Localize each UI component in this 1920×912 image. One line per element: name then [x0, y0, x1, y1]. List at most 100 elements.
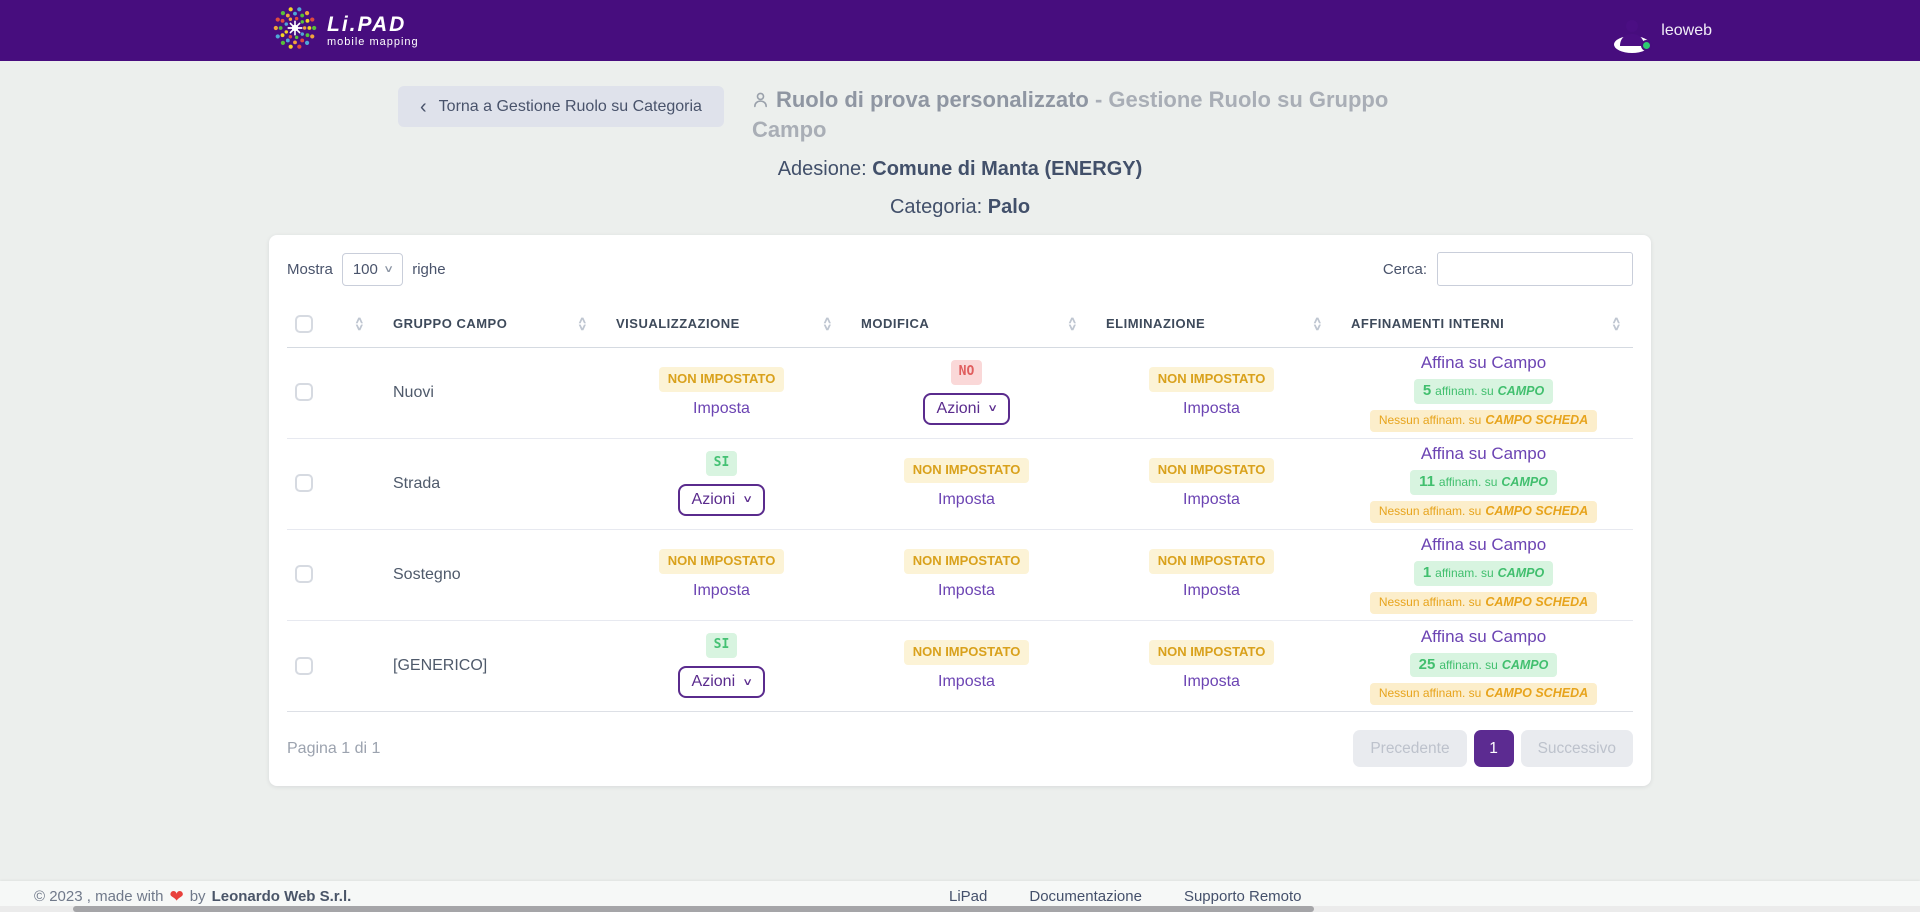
imposta-link[interactable]: Imposta: [938, 673, 995, 691]
affina-link[interactable]: Affina su Campo: [1420, 535, 1547, 555]
table-row: Nuovi NON IMPOSTATO Imposta NO Azioni ∨ …: [287, 347, 1633, 438]
top-navbar: Li.PAD mobile mapping leoweb: [0, 0, 1920, 61]
sort-control[interactable]: ∧ ∨: [577, 314, 588, 331]
table-row: Sostegno NON IMPOSTATO Imposta NON IMPOS…: [287, 528, 1633, 620]
scrollbar-thumb[interactable]: [73, 906, 1314, 912]
campo-count-badge: 1 affinam. su CAMPO: [1413, 561, 1554, 586]
imposta-link[interactable]: Imposta: [938, 581, 995, 599]
row-checkbox[interactable]: [295, 565, 313, 584]
permissions-card: Mostra 100 ∨ righe Cerca:: [269, 235, 1651, 786]
page-size-value: 100: [352, 260, 378, 278]
footer-link-documentazione[interactable]: Documentazione: [1029, 888, 1142, 905]
chevron-down-icon: ∨: [987, 403, 999, 415]
sort-control[interactable]: ∧ ∨: [1068, 315, 1078, 331]
previous-button[interactable]: Precedente: [1353, 730, 1467, 767]
search-control: Cerca:: [1383, 252, 1633, 286]
sort-asc-icon: ∧: [822, 314, 833, 325]
sort-control[interactable]: ∧ ∨: [822, 314, 833, 331]
pagination: Pagina 1 di 1 Precedente 1 Successivo: [287, 711, 1633, 786]
search-input[interactable]: [1437, 252, 1633, 286]
status-badge: NON IMPOSTATO: [658, 549, 785, 574]
column-header-visualizzazione: Visualizzazione ∧ ∨: [599, 301, 844, 348]
status-badge: NON IMPOSTATO: [1148, 458, 1275, 483]
group-name: [GENERICO]: [387, 619, 599, 711]
group-name: Strada: [387, 437, 599, 529]
sort-control[interactable]: ∧ ∨: [354, 314, 365, 332]
sort-control[interactable]: ∧ ∨: [1612, 315, 1622, 331]
imposta-link[interactable]: Imposta: [693, 581, 750, 599]
status-badge: NON IMPOSTATO: [1148, 549, 1275, 574]
footer-link-supporto-remoto[interactable]: Supporto Remoto: [1183, 888, 1302, 905]
row-checkbox[interactable]: [295, 656, 313, 675]
campo-count-badge: 5 affinam. su CAMPO: [1413, 379, 1554, 404]
top-navbar-inner: Li.PAD mobile mapping leoweb: [0, 5, 1920, 56]
scheda-badge: Nessun affinam. su CAMPO SCHEDA: [1369, 591, 1598, 614]
copyright-suffix: by: [189, 888, 206, 905]
page-size-select[interactable]: 100 ∨: [341, 252, 404, 286]
row-checkbox[interactable]: [295, 383, 313, 402]
sort-asc-icon: ∧: [354, 314, 365, 325]
affina-link[interactable]: Affina su Campo: [1420, 353, 1547, 373]
affina-link[interactable]: Affina su Campo: [1420, 626, 1547, 646]
footer-link-lipad[interactable]: LiPad: [949, 888, 988, 905]
page-title: Ruolo di prova personalizzato - Gestione…: [752, 86, 1432, 144]
page-status: Pagina 1 di 1: [287, 739, 381, 757]
page-size-control: Mostra 100 ∨ righe: [287, 252, 446, 286]
status-badge: NO: [950, 360, 983, 385]
company-name: Leonardo Web S.r.l.: [211, 888, 352, 905]
heart-icon: ❤: [169, 887, 184, 906]
imposta-link[interactable]: Imposta: [1183, 399, 1240, 417]
campo-count-badge: 11 affinam. su CAMPO: [1410, 470, 1557, 495]
imposta-link[interactable]: Imposta: [938, 490, 995, 508]
person-icon: [752, 88, 769, 116]
azioni-button[interactable]: Azioni ∨: [922, 392, 1011, 425]
categoria-label: Categoria:: [889, 196, 983, 218]
column-header-affinamenti-interni: Affinamenti Interni ∧ ∨: [1334, 301, 1633, 348]
back-button-label: Torna a Gestione Ruolo su Categoria: [438, 97, 702, 115]
status-badge: NON IMPOSTATO: [1148, 640, 1275, 666]
footer-links: LiPad Documentazione Supporto Remoto: [949, 888, 1302, 905]
sort-desc-icon: ∨: [354, 321, 365, 332]
column-header-gruppo-campo: Gruppo Campo ∧ ∨: [387, 301, 599, 348]
imposta-link[interactable]: Imposta: [1183, 581, 1240, 599]
adesione-label: Adesione:: [777, 158, 867, 180]
imposta-link[interactable]: Imposta: [1183, 673, 1240, 691]
logo-text: Li.PAD mobile mapping: [327, 14, 419, 48]
user-menu[interactable]: leoweb: [1614, 13, 1712, 53]
chevron-left-icon: ‹: [420, 95, 427, 118]
horizontal-scrollbar[interactable]: [0, 906, 1920, 912]
search-label: Cerca:: [1382, 260, 1427, 278]
scheda-badge: Nessun affinam. su CAMPO SCHEDA: [1369, 683, 1598, 705]
row-checkbox[interactable]: [295, 474, 313, 493]
column-header-eliminazione: Eliminazione ∧ ∨: [1089, 301, 1334, 348]
chevron-down-icon: ∨: [742, 676, 754, 688]
group-name: Nuovi: [393, 383, 434, 401]
sort-asc-icon: ∧: [577, 314, 588, 325]
chevron-down-icon: ∨: [383, 263, 395, 275]
select-all-checkbox[interactable]: [295, 314, 313, 333]
adesione-line: Adesione: Comune di Manta (ENERGY): [269, 158, 1651, 181]
table-row: Strada SI Azioni ∨ NON IMPOSTATO Imposta…: [287, 437, 1633, 529]
column-header-modifica: Modifica ∧ ∨: [844, 301, 1089, 348]
azioni-button[interactable]: Azioni ∨: [677, 666, 766, 699]
sort-desc-icon: ∨: [1312, 321, 1323, 332]
imposta-link[interactable]: Imposta: [1183, 490, 1240, 508]
azioni-button[interactable]: Azioni ∨: [677, 483, 766, 516]
current-page-button[interactable]: 1: [1473, 730, 1514, 767]
affina-link[interactable]: Affina su Campo: [1420, 444, 1547, 464]
status-badge: NON IMPOSTATO: [903, 549, 1030, 574]
content-container: ‹ Torna a Gestione Ruolo su Categoria Ru…: [269, 61, 1651, 786]
imposta-link[interactable]: Imposta: [693, 399, 750, 417]
page-header-row: ‹ Torna a Gestione Ruolo su Categoria Ru…: [269, 61, 1651, 144]
back-button[interactable]: ‹ Torna a Gestione Ruolo su Categoria: [398, 86, 724, 127]
avatar: [1614, 13, 1653, 53]
logo-subtitle: mobile mapping: [327, 35, 419, 48]
app-logo[interactable]: Li.PAD mobile mapping: [272, 5, 419, 56]
online-status-dot: [1641, 39, 1653, 51]
table-header-row: ∧ ∨ Gruppo Campo ∧ ∨: [287, 301, 1633, 348]
next-button[interactable]: Successivo: [1520, 730, 1633, 767]
status-badge: SI: [705, 451, 738, 476]
rows-label: righe: [412, 260, 446, 278]
copyright-prefix: © 2023 , made with: [34, 888, 164, 905]
sort-control[interactable]: ∧ ∨: [1312, 315, 1323, 332]
